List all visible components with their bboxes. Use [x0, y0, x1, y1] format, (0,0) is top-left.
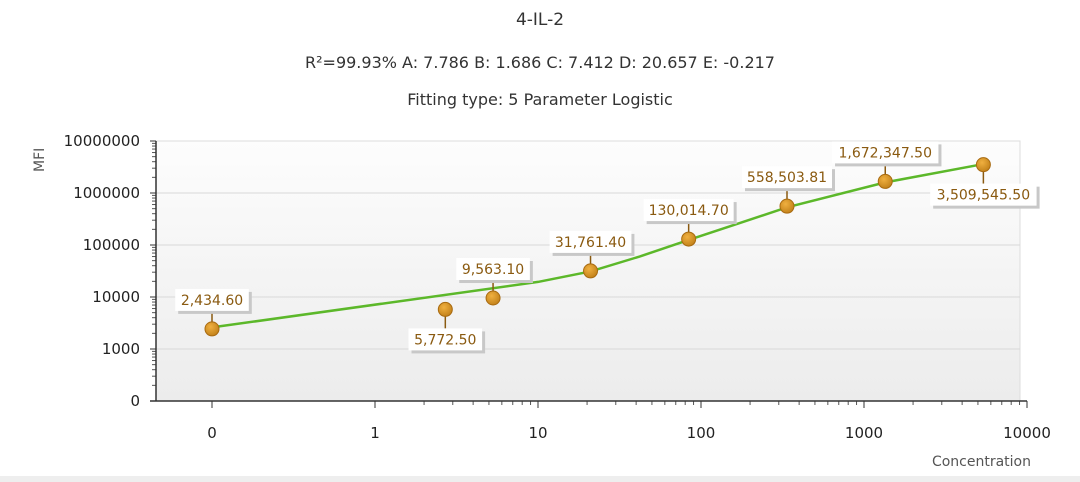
data-point[interactable]: [437, 301, 453, 317]
fit-parameters: R²=99.93% A: 7.786 B: 1.686 C: 7.412 D: …: [305, 53, 775, 72]
data-point-group: 558,503.81: [742, 166, 836, 214]
label-box: [408, 328, 483, 351]
y-tick-label: 0: [130, 392, 140, 410]
y-tick-label: 1000000: [73, 184, 140, 202]
y-axis-label: MFI: [32, 148, 48, 172]
y-tick-label: 1000: [102, 340, 140, 358]
label-box: [742, 166, 833, 189]
data-point[interactable]: [877, 173, 893, 189]
label-box: [643, 199, 734, 222]
data-label: 31,761.40: [555, 235, 626, 251]
label-box: [832, 141, 939, 164]
y-tick-label: 100000: [83, 236, 140, 254]
label-box: [456, 258, 530, 281]
x-tick-label: 10000: [1003, 424, 1051, 442]
data-point-group: 1,672,347.50: [832, 141, 942, 189]
chart-title: 4-IL-2: [515, 10, 565, 30]
x-tick-label: 10: [528, 424, 547, 442]
data-label: 5,772.50: [414, 332, 476, 348]
data-point[interactable]: [681, 231, 697, 247]
data-point-group: 31,761.40: [549, 230, 635, 279]
label-box: [175, 288, 249, 311]
data-point-group: 130,014.70: [643, 199, 737, 247]
data-label: 1,672,347.50: [838, 145, 932, 161]
data-point-group: 9,563.10: [456, 258, 533, 306]
data-point-group: 2,434.60: [175, 288, 252, 337]
fitting-type: Fitting type: 5 Parameter Logistic: [407, 90, 673, 109]
data-label: 3,509,545.50: [937, 188, 1031, 204]
label-box: [549, 230, 632, 253]
data-label: 130,014.70: [649, 203, 729, 219]
data-point-group: 5,772.50: [408, 301, 486, 354]
x-tick-label: 0: [207, 424, 217, 442]
x-tick-label: 1000: [845, 424, 883, 442]
bottom-edge: [0, 476, 1080, 482]
data-label: 2,434.60: [181, 293, 243, 309]
x-axis-label: Concentration: [932, 454, 1031, 470]
y-tick-label: 10000: [92, 288, 140, 306]
data-point[interactable]: [975, 157, 991, 173]
data-point[interactable]: [779, 198, 795, 214]
data-point-group: 3,509,545.50: [930, 157, 1040, 209]
data-point[interactable]: [204, 321, 220, 337]
data-label: 9,563.10: [462, 262, 524, 278]
data-point[interactable]: [583, 263, 599, 279]
data-point[interactable]: [485, 290, 501, 306]
x-tick-label: 1: [370, 424, 380, 442]
label-box: [930, 183, 1037, 206]
x-tick-label: 100: [687, 424, 716, 442]
data-label: 558,503.81: [747, 170, 827, 186]
y-tick-label: 10000000: [64, 132, 140, 150]
